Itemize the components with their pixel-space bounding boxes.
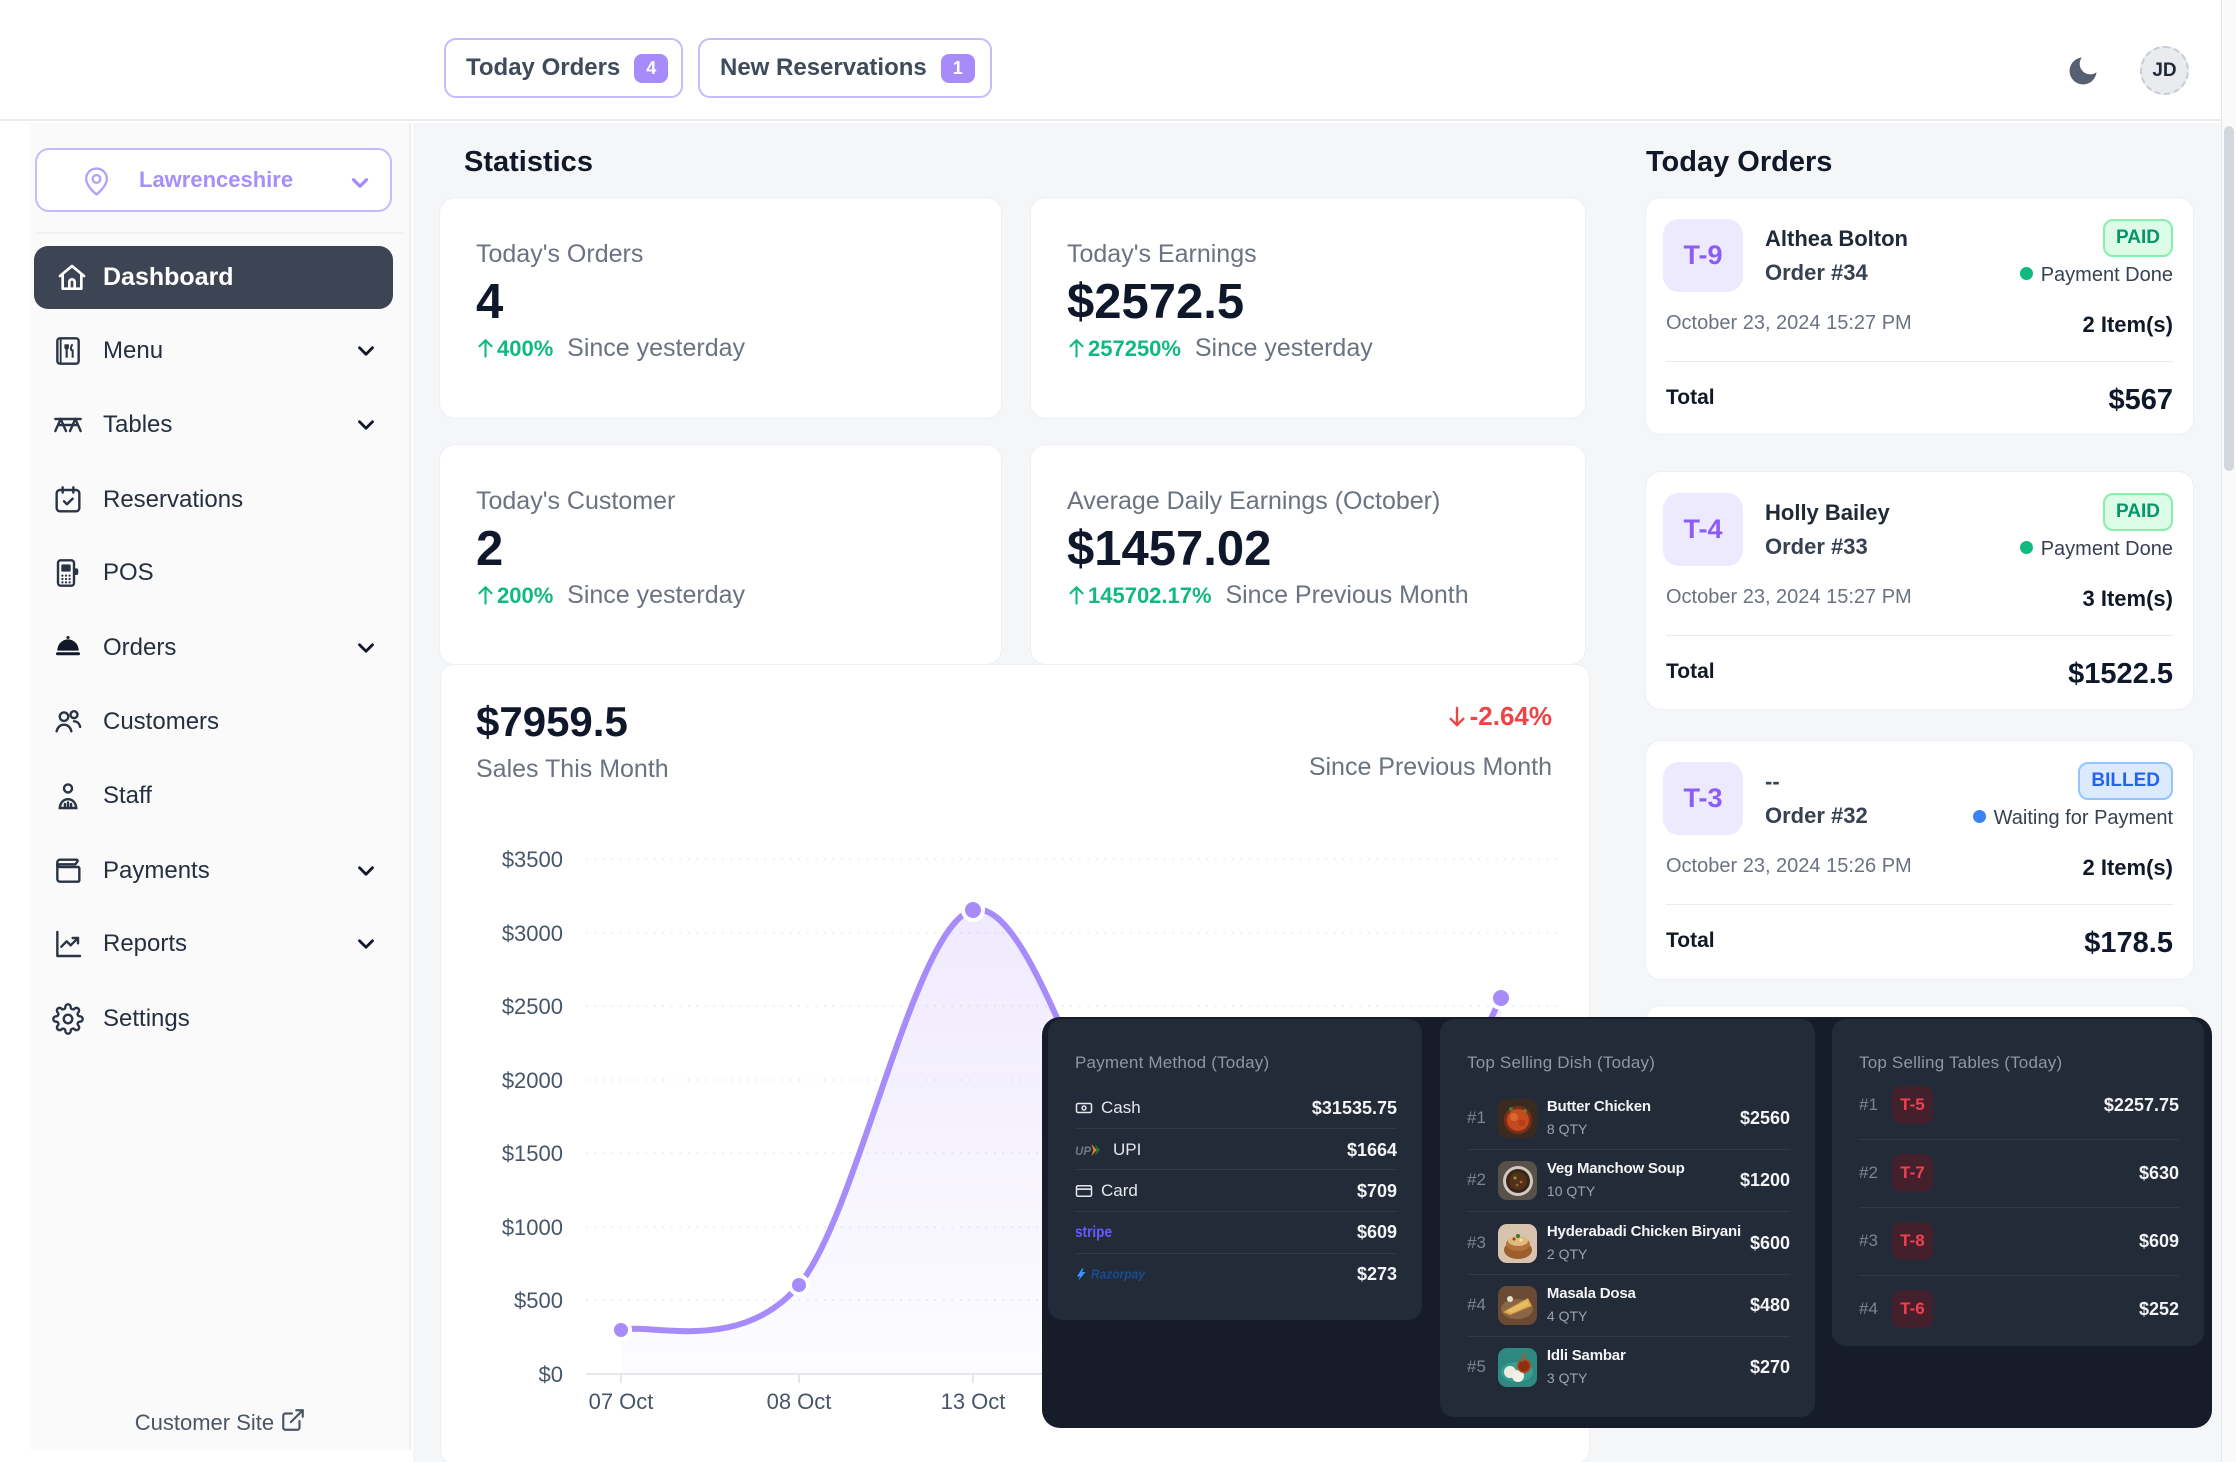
svg-text:stripe: stripe (1075, 1224, 1112, 1241)
svg-text:UP: UP (1075, 1146, 1091, 1158)
svg-text:$0: $0 (539, 1362, 563, 1387)
svg-text:07 Oct: 07 Oct (589, 1389, 654, 1414)
svg-text:$3500: $3500 (502, 847, 563, 872)
svg-text:Razorpay: Razorpay (1091, 1267, 1146, 1282)
svg-text:$2000: $2000 (502, 1068, 563, 1093)
svg-text:$1000: $1000 (502, 1215, 563, 1240)
svg-text:$1500: $1500 (502, 1141, 563, 1166)
svg-text:$3000: $3000 (502, 921, 563, 946)
svg-text:08 Oct: 08 Oct (767, 1389, 832, 1414)
svg-text:$500: $500 (514, 1288, 563, 1313)
svg-text:$2500: $2500 (502, 994, 563, 1019)
svg-text:13 Oct: 13 Oct (941, 1389, 1006, 1414)
